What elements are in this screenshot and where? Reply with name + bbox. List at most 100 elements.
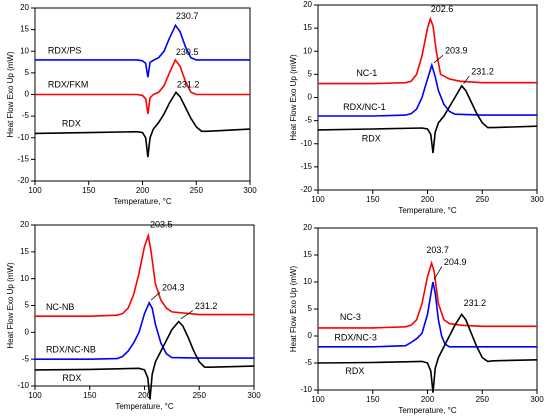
x-tick-label: 250 (193, 391, 207, 400)
y-tick-label: 5 (25, 301, 30, 310)
y-tick-label: 0 (308, 93, 313, 102)
y-tick-label: 5 (308, 304, 313, 313)
series-label: RDX (362, 134, 381, 144)
series-line (318, 281, 537, 348)
x-tick-label: 200 (421, 395, 435, 404)
series-line (34, 320, 255, 400)
y-tick-label: 15 (303, 23, 312, 32)
series-line (317, 312, 538, 393)
x-axis-label: Temperature, °C (398, 406, 457, 415)
y-tick-label: -20 (300, 185, 312, 194)
x-tick-label: 250 (476, 195, 490, 204)
y-axis-label: Heat Flow Exo Up (mW) (6, 51, 15, 138)
x-tick-label: 300 (530, 195, 544, 204)
annotation: 230.5 (176, 47, 199, 57)
annotation: 231.2 (177, 79, 200, 89)
annotation-arrow (463, 75, 470, 84)
x-tick-label: 300 (530, 395, 544, 404)
y-axis-label: Heat Flow Exo Up (mW) (289, 266, 298, 353)
series-line (34, 90, 251, 158)
y-tick-label: -10 (300, 139, 312, 148)
x-tick-label: 300 (247, 391, 261, 400)
annotation-arrow (433, 266, 443, 280)
series-label: RDX (62, 118, 81, 128)
x-tick-label: 150 (82, 186, 96, 195)
x-tick-label: 200 (136, 186, 150, 195)
series-label: RDX (345, 366, 364, 376)
y-tick-label: -15 (300, 162, 312, 171)
series-label: RDX/NC-3 (334, 333, 377, 343)
series-line (317, 84, 538, 154)
y-tick-label: 15 (303, 250, 312, 259)
y-tick-label: 5 (308, 69, 313, 78)
series-label: NC-1 (356, 68, 377, 78)
annotation: 204.9 (444, 257, 467, 267)
y-tick-label: 15 (20, 25, 29, 34)
y-tick-label: 0 (25, 327, 30, 336)
annotation: 204.3 (162, 283, 185, 293)
annotation: 203.7 (426, 245, 449, 255)
x-tick-label: 150 (83, 391, 97, 400)
x-tick-label: 250 (476, 395, 490, 404)
y-tick-label: -5 (22, 354, 30, 363)
y-tick-label: 20 (20, 220, 29, 229)
series-line (318, 16, 537, 85)
series-label: NC-3 (340, 312, 361, 322)
x-tick-label: 150 (366, 395, 380, 404)
series-label: RDX/NC-1 (343, 102, 386, 112)
y-tick-label: 15 (20, 247, 29, 256)
series-label: RDX/NC-NB (46, 344, 96, 354)
y-tick-label: 0 (25, 90, 30, 99)
x-tick-label: 100 (311, 395, 325, 404)
x-tick-label: 150 (366, 195, 380, 204)
x-axis-label: Temperature, °C (113, 197, 172, 206)
x-tick-label: 200 (138, 391, 152, 400)
series-line (35, 23, 250, 78)
annotation-arrow (150, 292, 161, 301)
y-tick-label: -15 (17, 154, 29, 163)
annotation: 230.7 (176, 11, 199, 21)
y-tick-label: -5 (22, 111, 30, 120)
annotation: 231.2 (195, 301, 218, 311)
y-tick-label: -20 (17, 176, 29, 185)
annotation-arrow (433, 54, 444, 64)
x-tick-label: 200 (421, 195, 435, 204)
x-tick-label: 250 (190, 186, 204, 195)
annotation: 202.6 (431, 4, 454, 14)
y-axis-label: Heat Flow Exo Up (mW) (289, 54, 298, 141)
y-tick-label: 10 (303, 46, 312, 55)
y-tick-label: 0 (308, 331, 313, 340)
y-tick-label: -10 (300, 385, 312, 394)
series-label: NC-NB (46, 302, 74, 312)
series-line (318, 260, 537, 329)
y-tick-label: 20 (303, 0, 312, 9)
series-line (35, 300, 254, 360)
plot-frame (317, 4, 538, 191)
x-axis-label: Temperature, °C (398, 206, 457, 215)
y-tick-label: -5 (305, 116, 313, 125)
y-tick-label: 20 (20, 3, 29, 12)
x-axis-label: Temperature, °C (115, 402, 174, 411)
series-line (35, 58, 250, 115)
annotation-arrow (180, 310, 194, 320)
y-tick-label: 20 (303, 223, 312, 232)
y-tick-label: 5 (25, 68, 30, 77)
x-tick-label: 100 (311, 195, 325, 204)
x-tick-label: 300 (243, 186, 257, 195)
y-tick-label: 10 (20, 46, 29, 55)
x-tick-label: 100 (28, 391, 42, 400)
y-tick-label: 10 (20, 274, 29, 283)
y-tick-label: -10 (17, 381, 29, 390)
series-label: RDX/PS (48, 46, 82, 56)
series-line (318, 62, 537, 117)
annotation: 203.9 (445, 46, 468, 56)
annotation: 231.2 (471, 66, 494, 76)
y-axis-label: Heat Flow Exo Up (mW) (6, 262, 15, 349)
y-tick-label: -10 (17, 133, 29, 142)
x-tick-label: 100 (28, 186, 42, 195)
y-tick-label: -5 (305, 358, 313, 367)
annotation: 231.2 (464, 298, 487, 308)
y-tick-label: 10 (303, 277, 312, 286)
annotation: 203.5 (150, 219, 173, 229)
